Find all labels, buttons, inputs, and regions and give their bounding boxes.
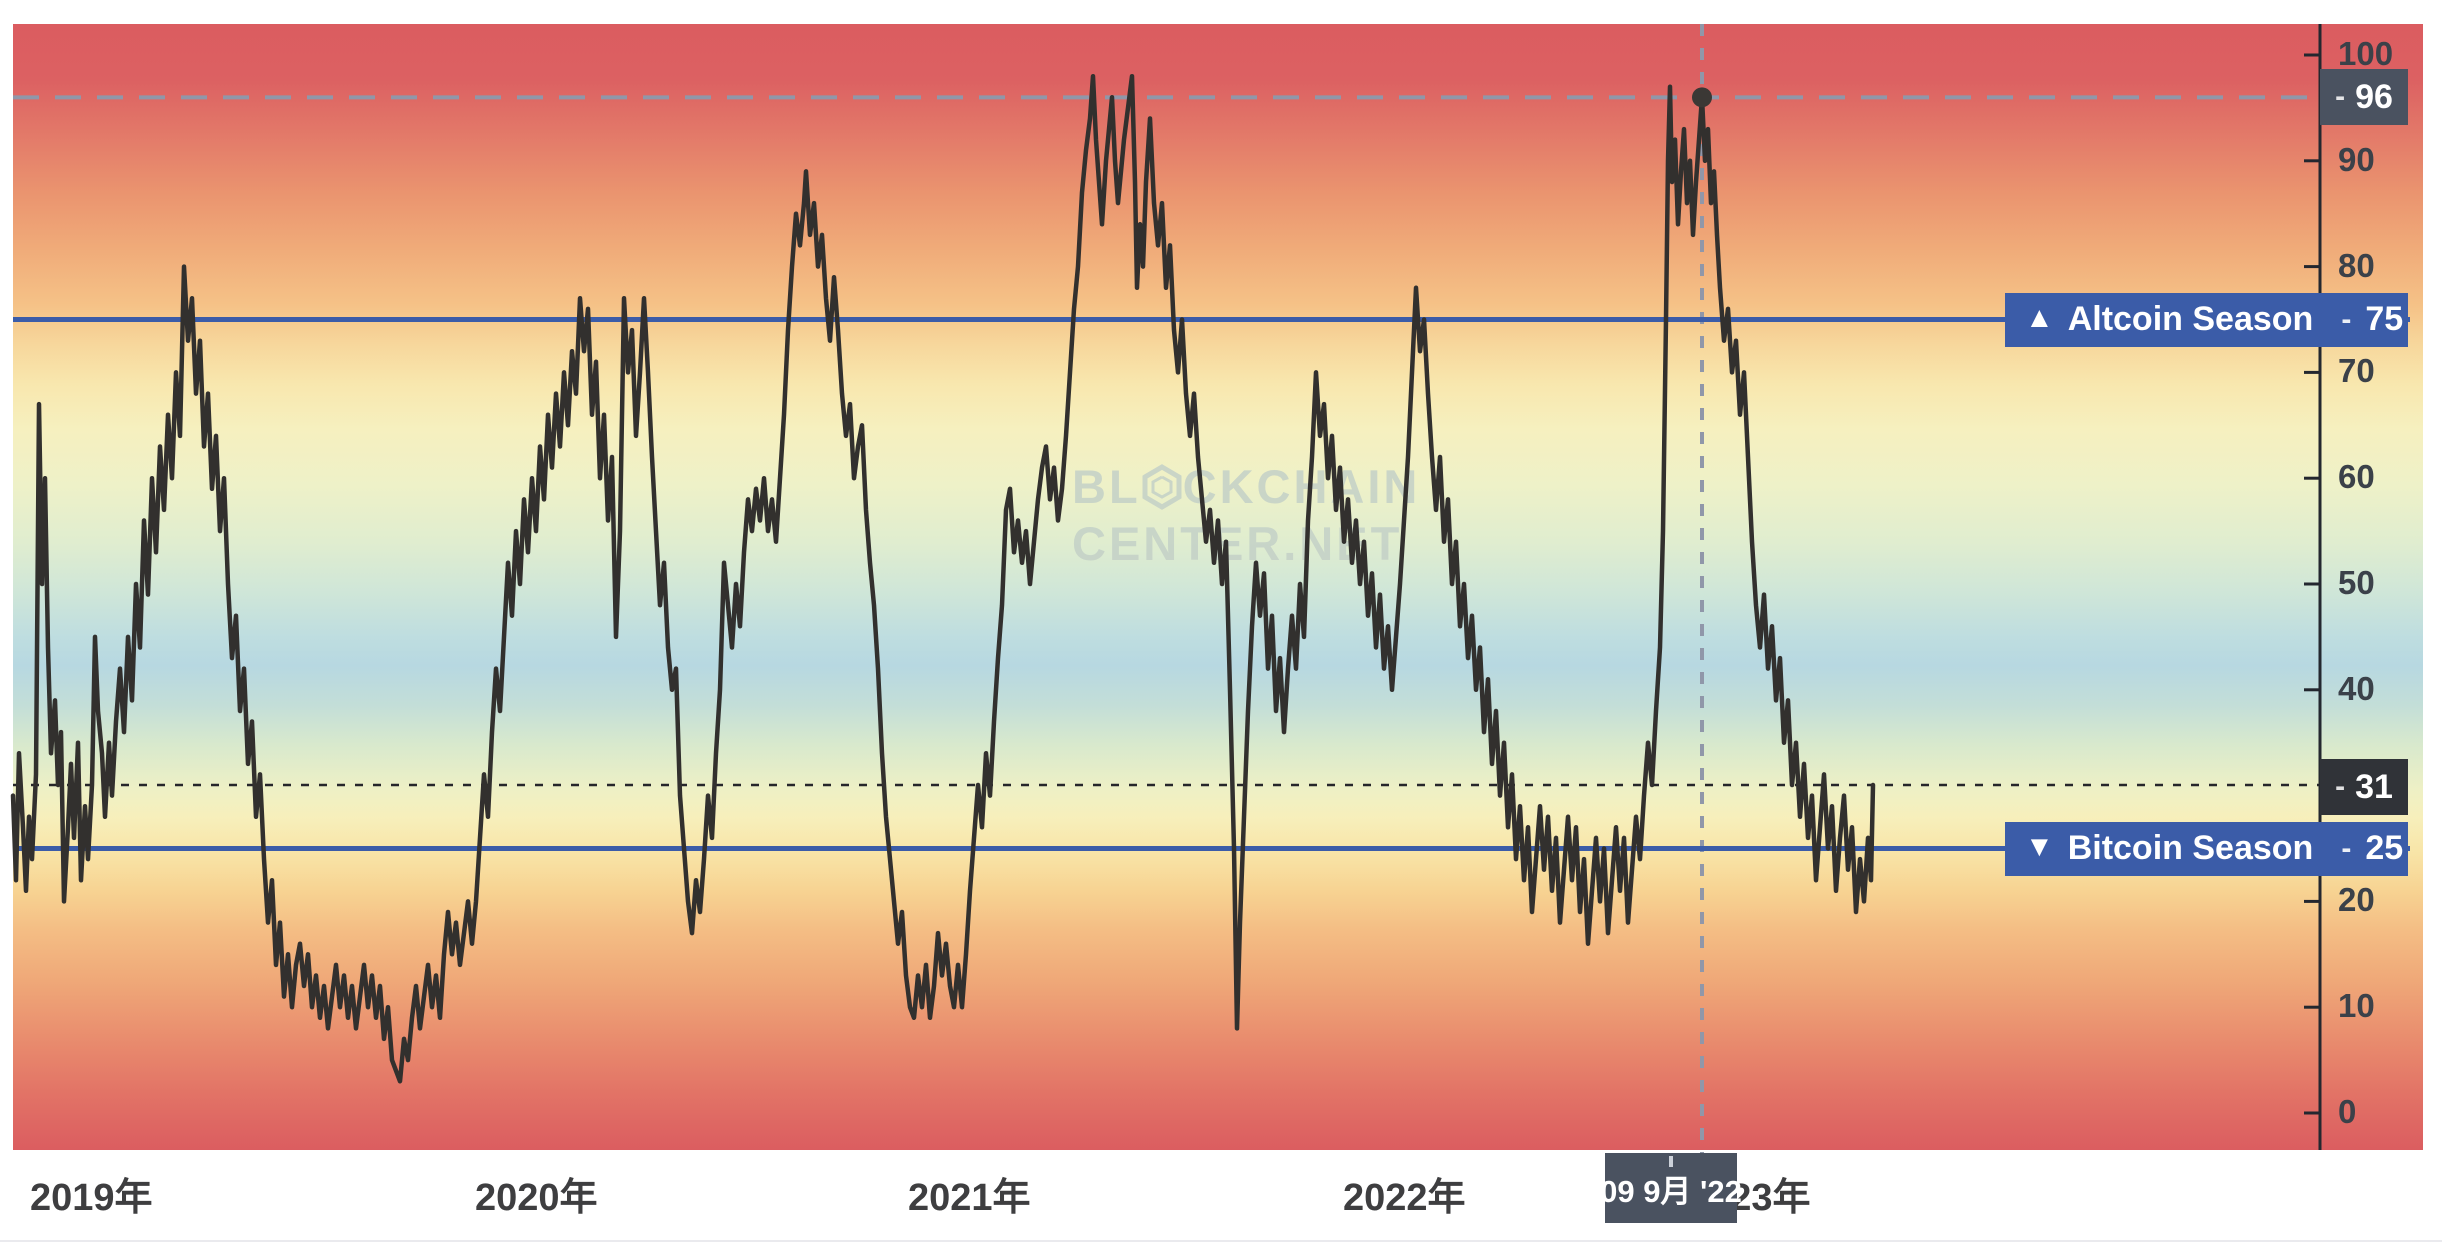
hexagon-logo-icon xyxy=(1142,463,1182,510)
y-tick-label: 90 xyxy=(2338,141,2375,179)
tooltip-date-text: 09 9月 '22 xyxy=(1600,1173,1742,1209)
x-year-label: 2022年 xyxy=(1343,1177,1466,1219)
watermark-text: BL xyxy=(1072,460,1141,513)
y-tick-label: 80 xyxy=(2338,246,2375,284)
tick-dash: - xyxy=(2341,831,2352,865)
watermark-text: CKCHAIN xyxy=(1182,460,1421,513)
y-tick-label: 40 xyxy=(2338,670,2375,708)
altcoin-season-label: Altcoin Season xyxy=(2067,300,2314,338)
tick-dash: - xyxy=(2341,302,2352,336)
selected-value: 96 xyxy=(2355,77,2393,116)
bitcoin-season-label: Bitcoin Season xyxy=(2067,829,2314,867)
watermark-line1: BL CKCHAIN xyxy=(1072,458,1420,515)
altcoin-season-value: 75 xyxy=(2365,300,2404,338)
y-tick-label: 50 xyxy=(2338,564,2375,602)
up-triangle-icon: ▲ xyxy=(2025,302,2054,334)
y-tick-label: 70 xyxy=(2338,352,2375,390)
altcoin-season-level-badge: ▲ Altcoin Season - 75 xyxy=(2005,292,2408,347)
watermark: BL CKCHAIN CENTER.NET xyxy=(1072,458,1420,572)
plot-area[interactable] xyxy=(13,24,2423,1150)
x-year-label: 2019年 xyxy=(30,1177,153,1219)
crosshair-date-tooltip: 09 9月 '22 xyxy=(1600,1153,1742,1223)
y-tick-label: 60 xyxy=(2338,458,2375,496)
y-tick-label: 100 xyxy=(2338,35,2394,73)
tick-dash: - xyxy=(2335,770,2346,804)
down-triangle-icon: ▼ xyxy=(2025,831,2054,863)
y-tick-label: 20 xyxy=(2338,881,2375,919)
x-year-label: 2021年 xyxy=(908,1177,1031,1219)
y-tick-label: 10 xyxy=(2338,987,2375,1025)
tick-dash: - xyxy=(2335,80,2346,114)
current-value: 31 xyxy=(2355,767,2393,806)
y-tick-label: 0 xyxy=(2338,1093,2357,1131)
watermark-text: CENTER.NET xyxy=(1072,517,1403,570)
x-year-label: 2020年 xyxy=(475,1177,598,1219)
bitcoin-season-level-badge: ▼ Bitcoin Season - 25 xyxy=(2005,821,2408,876)
bottom-hairline xyxy=(0,1240,2442,1242)
bitcoin-season-value: 25 xyxy=(2365,829,2404,867)
current-value-badge: - 31 xyxy=(2320,759,2408,816)
watermark-line2: CENTER.NET xyxy=(1072,515,1420,572)
tooltip-notch xyxy=(1669,1156,1673,1167)
selected-value-badge: - 96 xyxy=(2320,69,2408,126)
